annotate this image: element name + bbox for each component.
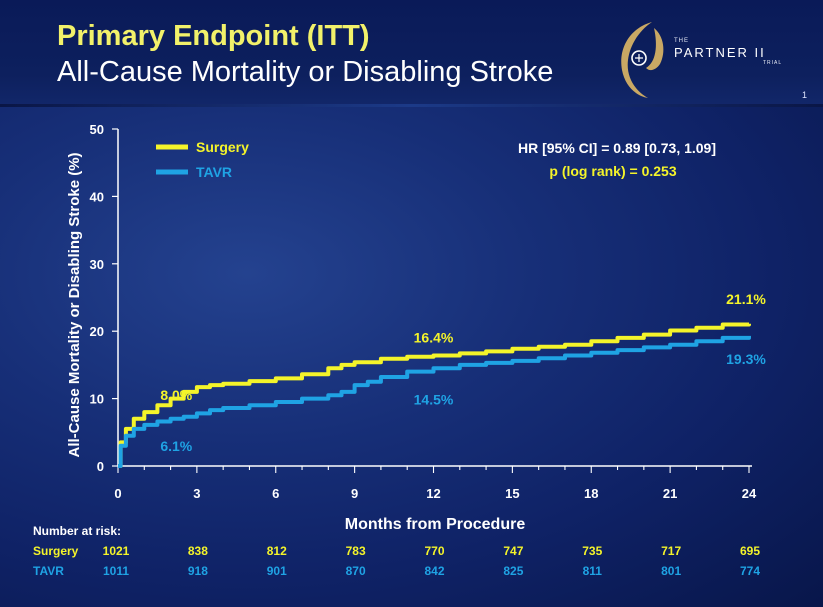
- partner-trial-logo: THE PARTNER II TRIAL: [612, 18, 802, 100]
- logo-emblem-icon: [621, 22, 664, 98]
- risk-cell: 1021: [102, 544, 130, 558]
- x-tick-label: 9: [351, 486, 358, 501]
- data-label-surgery: 16.4%: [414, 329, 454, 345]
- series-line-surgery: [118, 322, 751, 468]
- y-tick-label: 50: [90, 122, 104, 137]
- risk-cell: 811: [582, 564, 602, 578]
- y-tick-label: 0: [97, 459, 104, 474]
- x-axis-title: Months from Procedure: [345, 516, 526, 533]
- header-bar: [0, 0, 823, 107]
- data-label-tavr: 19.3%: [726, 351, 766, 367]
- risk-cell: 747: [503, 544, 524, 558]
- p-value-text: p (log rank) = 0.253: [549, 163, 676, 179]
- y-axis-title: All-Cause Mortality or Disabling Stroke …: [66, 152, 83, 457]
- data-label-surgery: 21.1%: [726, 291, 766, 307]
- risk-cell: 735: [582, 544, 603, 558]
- legend-label-tavr: TAVR: [196, 164, 232, 180]
- risk-cell: 870: [345, 564, 366, 578]
- slide-number: 1: [802, 90, 808, 100]
- x-tick-label: 21: [663, 486, 677, 501]
- risk-cell: 801: [661, 564, 682, 578]
- y-tick-label: 30: [90, 257, 104, 272]
- x-tick-label: 6: [272, 486, 279, 501]
- data-label-surgery: 8.0%: [160, 387, 192, 403]
- risk-cell: 901: [266, 564, 287, 578]
- risk-row-label-surgery: Surgery: [33, 544, 79, 558]
- x-tick-label: 15: [505, 486, 519, 501]
- risk-cell: 774: [739, 564, 761, 578]
- logo-trial-text: TRIAL: [763, 60, 783, 66]
- risk-cell: 695: [739, 544, 761, 558]
- slide-subtitle: All-Cause Mortality or Disabling Stroke: [57, 56, 554, 88]
- series-line-tavr: [118, 335, 751, 468]
- risk-row-label-tavr: TAVR: [33, 564, 64, 578]
- x-tick-label: 18: [584, 486, 598, 501]
- risk-cell: 1011: [102, 564, 130, 578]
- hr-text: HR [95% CI] = 0.89 [0.73, 1.09]: [518, 140, 716, 156]
- legend-label-surgery: Surgery: [196, 139, 249, 155]
- y-tick-label: 20: [90, 324, 104, 339]
- x-tick-label: 24: [742, 486, 757, 501]
- x-tick-label: 12: [426, 486, 440, 501]
- risk-cell: 838: [187, 544, 208, 558]
- data-label-tavr: 14.5%: [414, 391, 454, 407]
- header-divider: [0, 104, 823, 107]
- data-label-tavr: 6.1%: [160, 438, 192, 454]
- logo-the-text: THE: [674, 38, 689, 44]
- y-tick-label: 40: [90, 189, 104, 204]
- slide-title: Primary Endpoint (ITT): [57, 20, 370, 52]
- risk-cell: 825: [503, 564, 524, 578]
- x-tick-label: 0: [114, 486, 121, 501]
- risk-cell: 812: [266, 544, 287, 558]
- risk-cell: 717: [661, 544, 682, 558]
- risk-cell: 783: [345, 544, 366, 558]
- y-tick-label: 10: [90, 392, 104, 407]
- risk-cell: 918: [187, 564, 208, 578]
- logo-name-text: PARTNER II: [674, 45, 766, 60]
- risk-cell: 770: [424, 544, 445, 558]
- risk-cell: 842: [424, 564, 445, 578]
- risk-table-title: Number at risk:: [33, 524, 122, 538]
- x-tick-label: 3: [193, 486, 200, 501]
